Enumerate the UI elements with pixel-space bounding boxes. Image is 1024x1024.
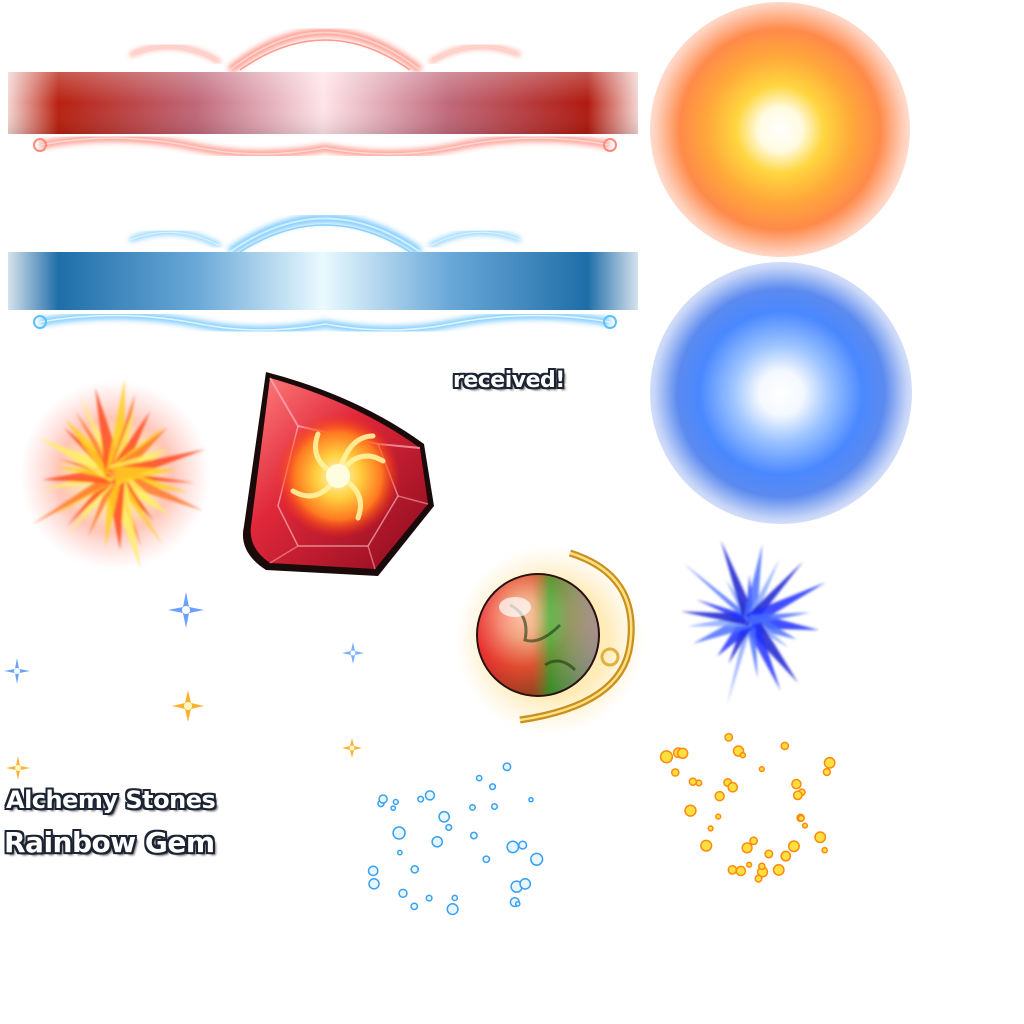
- red-ornate-banner: [8, 28, 638, 158]
- orange-glow-orb: [650, 2, 910, 257]
- gold-particles: [659, 732, 836, 883]
- orange-sparkle-3: [342, 738, 362, 758]
- blue-sparkle-1: [168, 592, 204, 628]
- blue-starburst: [680, 540, 826, 704]
- blue-ornate-banner: [8, 214, 638, 334]
- received-label: received!: [453, 368, 565, 393]
- red-yellow-starburst: [20, 378, 210, 570]
- alchemy-stones-label: Alchemy Stones: [6, 786, 216, 814]
- orange-sparkle-2: [6, 756, 30, 780]
- blue-sparkle-3: [342, 642, 364, 664]
- rainbow-orb: [455, 545, 645, 735]
- rainbow-gem-label: Rainbow Gem: [4, 826, 215, 859]
- orange-sparkle-1: [172, 690, 204, 722]
- blue-glow-orb: [650, 262, 912, 524]
- red-swirl-gem: [242, 372, 434, 576]
- blue-particles: [367, 762, 544, 916]
- blue-sparkle-2: [4, 658, 30, 684]
